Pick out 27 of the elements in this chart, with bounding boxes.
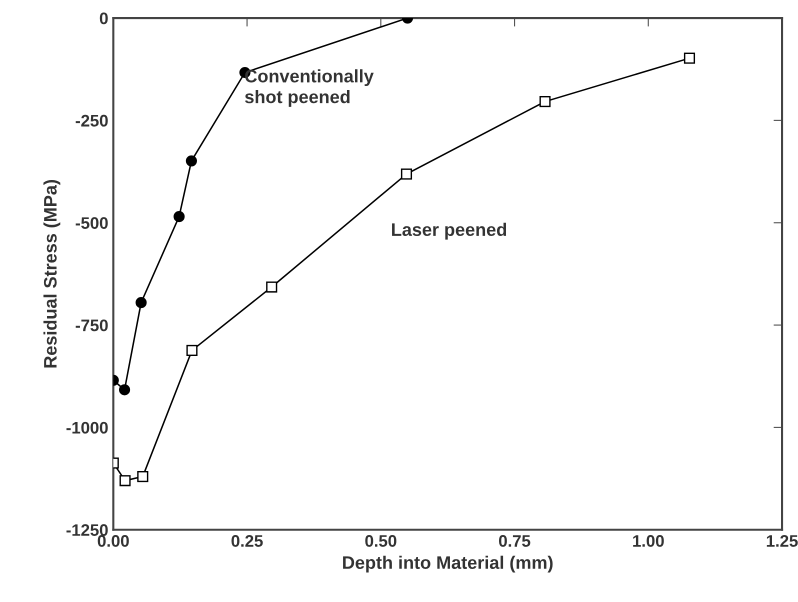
x-tick-label: 0.75 bbox=[498, 535, 530, 547]
x-tick-label: 1.00 bbox=[633, 535, 664, 547]
point bbox=[400, 168, 412, 180]
x-axis-title: Depth into Material (mm) bbox=[343, 556, 553, 573]
point bbox=[136, 297, 147, 308]
annotation: Conventionally shot peened bbox=[245, 69, 374, 107]
x-tick-label: 1.25 bbox=[766, 535, 798, 547]
y-tick-label: -1250 bbox=[66, 524, 108, 536]
y-tick-label: -500 bbox=[76, 217, 108, 229]
y-tick-label: -250 bbox=[76, 114, 108, 127]
x-tick-label: 0.00 bbox=[98, 535, 129, 547]
y-tick-label: -750 bbox=[76, 319, 108, 332]
y-tick-label: -1000 bbox=[66, 422, 108, 434]
y-axis-title: Residual Stress (MPa) bbox=[43, 180, 60, 368]
point bbox=[539, 96, 551, 108]
y-tick-label: 0 bbox=[100, 12, 108, 24]
point bbox=[186, 344, 198, 356]
point bbox=[266, 281, 278, 293]
x-tick-label: 0.50 bbox=[365, 535, 396, 547]
point bbox=[137, 470, 148, 482]
point bbox=[684, 52, 696, 64]
point bbox=[120, 475, 131, 486]
x-tick-label: 0.25 bbox=[232, 535, 263, 547]
annotation: Laser peened bbox=[392, 222, 506, 240]
point bbox=[186, 155, 197, 166]
point bbox=[118, 384, 130, 396]
point bbox=[174, 211, 185, 222]
